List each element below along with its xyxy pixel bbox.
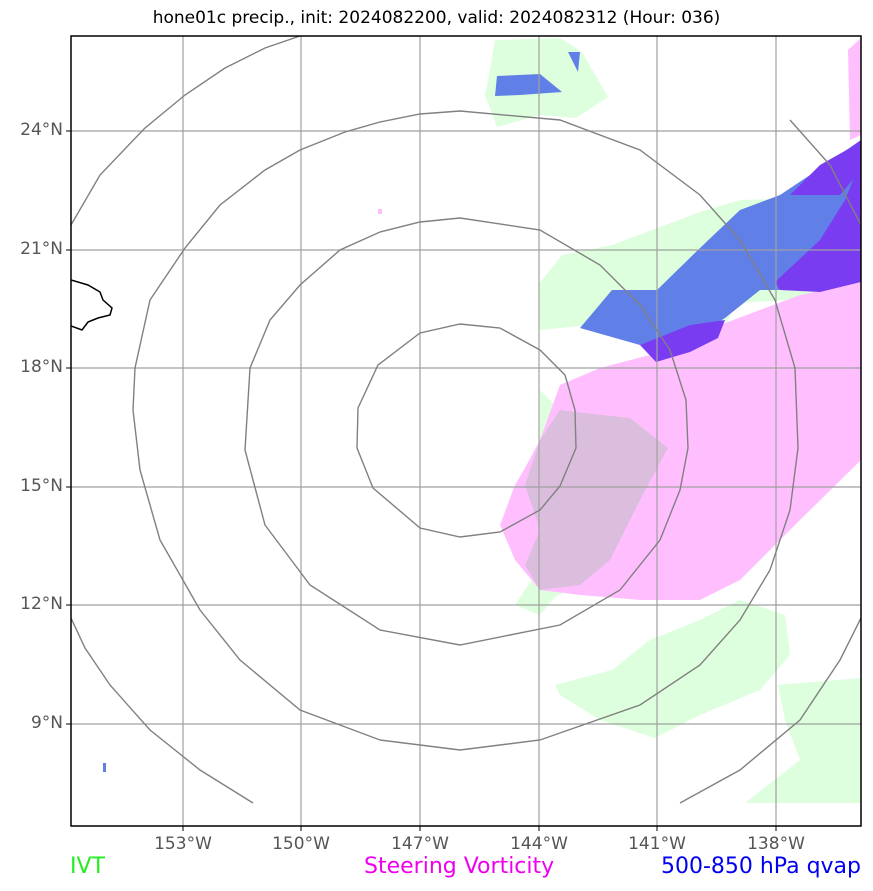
ivt-region-southeast xyxy=(555,600,790,738)
lon-label-150: 150°W xyxy=(272,834,330,854)
qvap-region-east xyxy=(580,140,861,345)
map-title: hone01c precip., init: 2024082200, valid… xyxy=(152,8,721,28)
range-ring-inner xyxy=(356,323,577,538)
range-rings xyxy=(71,36,861,804)
range-ring-outer-right-lower xyxy=(679,617,861,804)
tick-marks xyxy=(66,130,777,831)
ivt-region-far-southeast xyxy=(745,678,861,803)
qvap-field-light xyxy=(103,52,861,772)
lon-label-144: 144°W xyxy=(510,834,568,854)
qvap-region-north-sliver xyxy=(568,52,580,72)
lat-label-15: 15°N xyxy=(20,476,63,496)
qvap-dark-core xyxy=(775,160,861,292)
range-ring-outer-lower xyxy=(71,617,254,804)
lat-label-9: 9°N xyxy=(30,713,63,733)
qvap-speck xyxy=(103,763,106,772)
legend-qvap: 500-850 hPa qvap xyxy=(660,854,861,879)
range-ring-outer-right-upper xyxy=(789,119,861,226)
lon-label-138: 138°W xyxy=(747,834,805,854)
lat-label-21: 21°N xyxy=(20,239,63,259)
lat-label-18: 18°N xyxy=(20,357,63,377)
qvap-dark-upper xyxy=(790,140,861,195)
legend-ivt: IVT xyxy=(70,854,105,879)
overlap-region xyxy=(525,410,668,590)
qvap-field-dark xyxy=(640,140,861,362)
legend-steering-vorticity: Steering Vorticity xyxy=(364,854,555,879)
lon-label-141: 141°W xyxy=(628,834,686,854)
range-ring-second xyxy=(244,217,689,646)
vorticity-speck xyxy=(378,209,382,214)
gridlines xyxy=(71,36,861,826)
range-ring-outer-upper xyxy=(71,36,301,226)
lon-label-147: 147°W xyxy=(391,834,449,854)
plot-border xyxy=(70,35,862,827)
vorticity-region-edge xyxy=(848,38,861,140)
range-ring-third xyxy=(132,110,799,751)
lat-label-24: 24°N xyxy=(20,120,63,140)
coastline-hawaii xyxy=(71,279,113,331)
lon-label-153: 153°W xyxy=(154,834,212,854)
lat-label-12: 12°N xyxy=(20,594,63,614)
qvap-region-north xyxy=(495,74,562,96)
qvap-dark-lobe xyxy=(640,320,725,362)
